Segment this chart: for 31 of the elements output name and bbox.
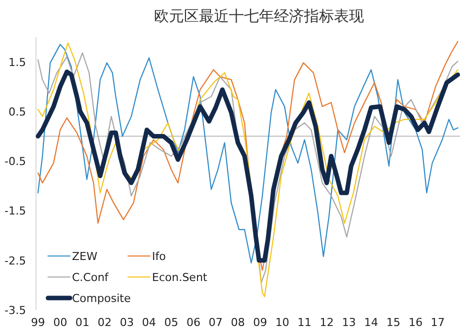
x-tick-label: 99 <box>31 316 45 329</box>
legend-label: Econ.Sent <box>152 271 208 284</box>
x-tick-label: 02 <box>98 316 112 329</box>
y-tick-label: -1.5 <box>4 204 26 218</box>
y-tick-label: -2.5 <box>4 254 26 268</box>
x-tick-label: 17 <box>430 316 445 329</box>
legend-label: Ifo <box>152 250 166 263</box>
x-tick-label: 06 <box>186 316 200 329</box>
legend-label: C.Conf <box>72 271 110 284</box>
x-tick-label: 12 <box>320 316 334 329</box>
x-tick-label: 15 <box>386 316 400 329</box>
y-tick-label: 0.5 <box>8 105 26 118</box>
x-tick-label: 13 <box>342 316 356 329</box>
x-tick-label: 08 <box>230 316 245 329</box>
x-tick-label: 04 <box>142 316 156 329</box>
x-tick-label: 09 <box>253 316 268 329</box>
x-tick-label: 00 <box>53 316 68 329</box>
x-tick-label: 03 <box>120 316 134 329</box>
y-tick-label: -3.5 <box>4 304 26 317</box>
x-tick-label: 07 <box>208 316 223 329</box>
x-tick-label: 10 <box>275 316 290 329</box>
x-tick-label: 14 <box>364 316 378 329</box>
y-tick-label: -0.5 <box>4 155 26 168</box>
chart-title: 欧元区最近十七年经济指标表现 <box>154 7 364 25</box>
y-tick-label: 1.5 <box>8 56 26 69</box>
legend-label: Composite <box>72 292 131 305</box>
x-tick-label: 11 <box>298 316 312 329</box>
x-tick-label: 01 <box>75 316 90 329</box>
x-tick-label: 05 <box>164 316 178 329</box>
x-tick-label: 16 <box>408 316 423 329</box>
legend-label: ZEW <box>72 250 98 263</box>
